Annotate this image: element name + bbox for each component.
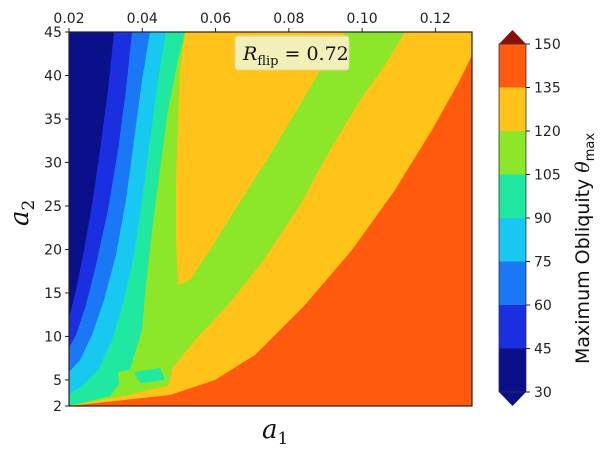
- annotation-box: Rflip = 0.72: [234, 35, 350, 71]
- colorbar-tick-label: 105: [534, 168, 561, 184]
- plot-frame: [68, 31, 473, 407]
- colorbar-tick-label: 60: [534, 298, 552, 314]
- colorbar-band: [499, 131, 526, 175]
- x-tick-label: 0.06: [200, 11, 231, 27]
- colorbar-extend-top: [499, 30, 526, 44]
- y-tick-label: 5: [53, 373, 62, 389]
- y-tick-label: 45: [44, 25, 62, 41]
- colorbar-band: [499, 348, 526, 392]
- x-axis-label: a1: [262, 415, 288, 449]
- y-tick-label: 2: [53, 399, 62, 415]
- x-axis-ticks: 0.02 0.04 0.06 0.08 0.10 0.12: [53, 11, 451, 32]
- colorbar-band: [499, 174, 526, 218]
- x-tick-label: 0.10: [347, 11, 378, 27]
- colorbar-band: [499, 261, 526, 305]
- contour-regions: [69, 32, 472, 406]
- region-yellow-inner: [176, 32, 345, 285]
- y-axis-label: a2: [5, 200, 39, 226]
- region-navy: [69, 32, 114, 318]
- x-tick-label: 0.04: [127, 11, 158, 27]
- y-tick-label: 40: [44, 68, 62, 84]
- y-tick-label: 30: [44, 155, 62, 171]
- colorbar-tick-label: 150: [534, 37, 561, 53]
- y-tick-label: 15: [44, 286, 62, 302]
- colorbar: 30 45 60 75 90 105 120 135 150: [498, 30, 561, 406]
- colorbar-tick-label: 135: [534, 81, 561, 97]
- y-tick-label: 10: [44, 329, 62, 345]
- colorbar-tick-label: 90: [534, 211, 552, 227]
- x-tick-label: 0.02: [53, 11, 84, 27]
- colorbar-tick-label: 75: [534, 255, 552, 271]
- region-teal-blob: [134, 368, 165, 383]
- colorbar-band: [499, 44, 526, 88]
- colorbar-extend-bottom: [499, 392, 526, 406]
- colorbar-tick-label: 45: [534, 342, 552, 358]
- x-tick-label: 0.08: [273, 11, 304, 27]
- y-tick-label: 20: [44, 242, 62, 258]
- annotation-text: Rflip = 0.72: [242, 43, 349, 69]
- colorbar-band: [499, 87, 526, 131]
- colorbar-tick-label: 120: [534, 124, 561, 140]
- colorbar-band: [499, 305, 526, 349]
- colorbar-band: [499, 218, 526, 262]
- y-tick-label: 35: [44, 112, 62, 128]
- y-tick-label: 25: [44, 199, 62, 215]
- x-tick-label: 0.12: [420, 11, 451, 27]
- colorbar-tick-label: 30: [534, 385, 552, 401]
- colorbar-label: Maximum Obliquityθmax: [572, 133, 598, 364]
